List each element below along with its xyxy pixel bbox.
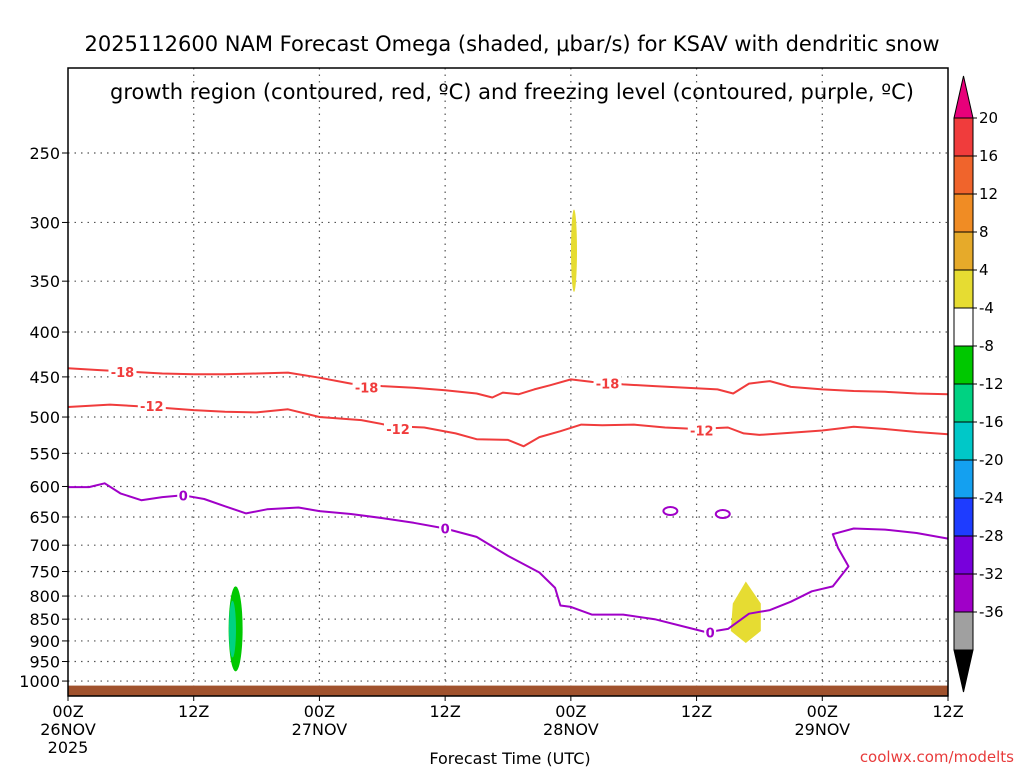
colorbar-label: -24	[979, 489, 1004, 507]
contour-label-bg	[704, 624, 717, 640]
colorbar-bin	[953, 383, 974, 423]
dgz-minus18-label: -18	[111, 366, 135, 381]
x-date-label: 27NOV	[292, 720, 348, 739]
contour-label-bg	[687, 422, 716, 438]
colorbar-bin	[953, 535, 974, 575]
dgz-minus18-label: -18	[596, 378, 620, 393]
x-date-label: 28NOV	[543, 720, 599, 739]
contour-label-bg	[439, 520, 452, 536]
y-tick-label: 300	[29, 213, 60, 232]
contour-label-bg	[177, 487, 190, 503]
y-tick-label: 700	[29, 536, 60, 555]
dgz-minus12-line	[67, 403, 949, 448]
grid-layer	[68, 68, 948, 696]
x-date-label: 26NOV	[40, 720, 96, 739]
dgz-minus12-label: -12	[386, 423, 410, 438]
colorbar-bin	[953, 573, 974, 613]
colorbar-bin	[953, 497, 974, 537]
colorbar-bin	[953, 307, 974, 347]
y-tick-label: 750	[29, 562, 60, 581]
colorbar-bin	[953, 269, 974, 309]
y-tick-label: 500	[29, 408, 60, 427]
chart-title: 2025112600 NAM Forecast Omega (shaded, μ…	[0, 8, 1024, 104]
contour-label-bg	[352, 379, 381, 395]
colorbar-label: 4	[979, 261, 989, 279]
x-tick-label: 00Z	[52, 702, 83, 721]
freezing-level-0c-line	[68, 482, 949, 634]
x-tick-label: 12Z	[681, 702, 712, 721]
contour-label-bg	[384, 421, 412, 437]
freezing-level-cell-b	[714, 509, 731, 520]
colorbar-label: -12	[979, 375, 1004, 393]
colorbar-label: -28	[979, 527, 1004, 545]
dgz-minus18-label: -18	[355, 382, 379, 397]
dgz-minus12-label: -12	[140, 400, 164, 415]
axis-layer: 250 300 350 400 450 500 550 600 650 700 750 800 850 9…	[19, 144, 963, 757]
colorbar-label: -32	[979, 565, 1004, 583]
shading-layer	[68, 209, 948, 696]
y-tick-label: 850	[29, 610, 60, 629]
x-tick-label: 00Z	[304, 702, 335, 721]
freezing-level-cell-a	[662, 506, 679, 517]
colorbar: 20 16 12 8 4 -4 -8 -12 -16 -20 -24 -28 -32 -36	[953, 75, 1004, 693]
title-line-2: growth region (contoured, red, ºC) and f…	[110, 80, 914, 104]
y-tick-label: 600	[29, 477, 60, 496]
x-date-label: 29NOV	[794, 720, 850, 739]
colorbar-bin	[953, 421, 974, 461]
dgz-minus18-line	[67, 367, 949, 399]
colorbar-bin	[953, 345, 974, 385]
y-tick-label: 450	[29, 368, 60, 387]
colorbar-label: -36	[979, 603, 1004, 621]
y-tick-label: 250	[29, 144, 60, 163]
y-tick-label: 800	[29, 587, 60, 606]
y-tick-label: 550	[29, 444, 60, 463]
colorbar-label: 20	[979, 109, 998, 127]
x-tick-label: 12Z	[429, 702, 460, 721]
omega-green-inner	[228, 600, 236, 658]
colorbar-bin	[953, 459, 974, 499]
title-line-1: 2025112600 NAM Forecast Omega (shaded, μ…	[84, 32, 940, 56]
omega-yellow-lower	[730, 581, 761, 644]
y-tick-label: 650	[29, 508, 60, 527]
colorbar-label: 12	[979, 185, 998, 203]
contour-label-bg	[108, 363, 137, 379]
x-year-label: 2025	[48, 738, 89, 757]
colorbar-bin	[953, 231, 974, 271]
x-axis-label: Forecast Time (UTC)	[429, 749, 590, 768]
colorbar-bin	[953, 155, 974, 195]
colorbar-label: -16	[979, 413, 1004, 431]
colorbar-label: -4	[979, 299, 994, 317]
dgz-minus12-label: -12	[690, 425, 714, 440]
colorbar-bin	[953, 611, 974, 651]
x-tick-label: 12Z	[932, 702, 963, 721]
y-tick-label: 400	[29, 323, 60, 342]
colorbar-top-triangle	[953, 75, 974, 119]
plot-frame	[67, 67, 949, 697]
x-tick-label: 00Z	[807, 702, 838, 721]
freezing-level-0c-label: 0	[441, 523, 450, 538]
y-tick-label: 1000	[19, 672, 60, 691]
terrain-fill	[68, 685, 948, 696]
y-tick-label: 900	[29, 632, 60, 651]
site-credit: coolwx.com/modelts	[859, 748, 1014, 766]
colorbar-label: -20	[979, 451, 1004, 469]
y-tick-label: 350	[29, 272, 60, 291]
freezing-level-0c-label: 0	[706, 626, 715, 641]
freezing-level-0c-label: 0	[179, 489, 188, 504]
colorbar-label: -8	[979, 337, 994, 355]
x-tick-label: 12Z	[178, 702, 209, 721]
y-tick-label: 950	[29, 653, 60, 672]
contour-label-bg	[137, 398, 166, 414]
omega-yellow-upper	[571, 209, 577, 292]
colorbar-bottom-triangle	[953, 649, 974, 693]
contour-layer: -18 -18 -18 -12 -12 -12 0 0 0	[67, 363, 949, 641]
colorbar-label: 16	[979, 147, 998, 165]
colorbar-bin	[953, 117, 974, 157]
contour-label-bg	[593, 375, 622, 391]
colorbar-bin	[953, 193, 974, 233]
colorbar-label: 8	[979, 223, 989, 241]
x-tick-label: 00Z	[555, 702, 586, 721]
